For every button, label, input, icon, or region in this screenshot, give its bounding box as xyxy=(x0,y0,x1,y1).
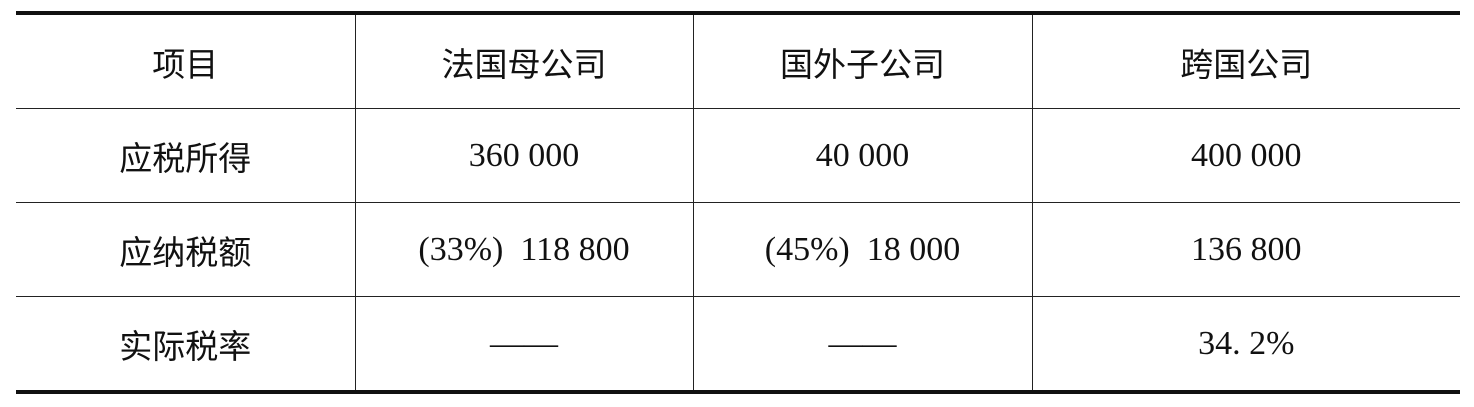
table-cell: 400 000 xyxy=(1031,108,1460,203)
table-cell: 40 000 xyxy=(692,108,1032,203)
table-row: 应纳税额 (33%) 118 800 (45%) 18 000 136 800 xyxy=(16,202,1460,297)
row-label: 应纳税额 xyxy=(16,202,355,297)
tax-table: 项目 法国母公司 国外子公司 跨国公司 应税所得 360 000 40 000 … xyxy=(16,11,1460,394)
row-label: 应税所得 xyxy=(16,108,355,203)
table-cell: (33%) 118 800 xyxy=(354,202,693,297)
table-row: 实际税率 —— —— 34. 2% xyxy=(16,296,1460,394)
table-cell: 136 800 xyxy=(1031,202,1460,297)
table-cell: —— xyxy=(692,296,1032,394)
table-cell: 360 000 xyxy=(354,108,693,203)
table-cell: —— xyxy=(354,296,693,394)
header-cell: 法国母公司 xyxy=(354,11,693,109)
row-label: 实际税率 xyxy=(16,296,355,394)
table-cell: 34. 2% xyxy=(1031,296,1460,394)
header-cell: 国外子公司 xyxy=(692,11,1032,109)
header-cell: 跨国公司 xyxy=(1031,11,1460,109)
table-row: 应税所得 360 000 40 000 400 000 xyxy=(16,108,1460,203)
table-cell: (45%) 18 000 xyxy=(692,202,1032,297)
header-row: 项目 法国母公司 国外子公司 跨国公司 xyxy=(16,11,1460,109)
header-cell: 项目 xyxy=(16,11,355,109)
